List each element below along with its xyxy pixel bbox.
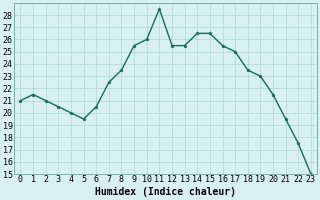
X-axis label: Humidex (Indice chaleur): Humidex (Indice chaleur): [95, 187, 236, 197]
